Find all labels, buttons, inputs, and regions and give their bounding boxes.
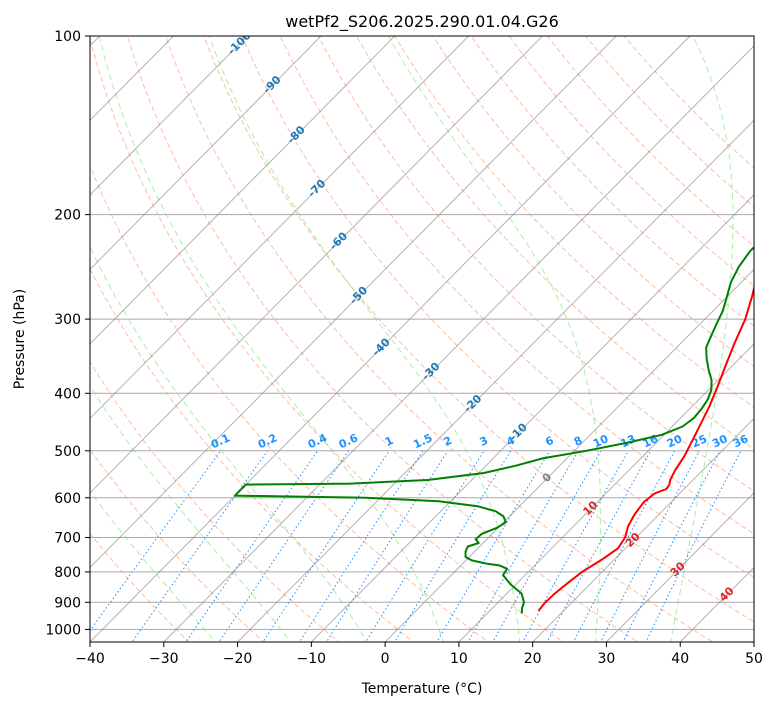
mixing-ratio-label: 1 [383, 434, 395, 449]
moist-adiabat [388, 36, 602, 642]
isotherm-label: 0 [540, 470, 555, 485]
y-tick-label: 700 [54, 531, 81, 547]
dry-adiabat [90, 267, 415, 642]
mixing-ratio-line [546, 450, 652, 642]
sounding-profiles [233, 245, 754, 614]
mixing-ratio-line [645, 450, 742, 642]
dry-adiabat [470, 36, 754, 327]
mixing-ratio-label: 10 [591, 432, 611, 450]
isotherm-label: -90 [260, 73, 283, 96]
dry-adiabat [356, 36, 754, 450]
dry-adiabat [90, 361, 340, 642]
mixing-ratio-line [436, 450, 551, 642]
dry-adiabat [126, 36, 639, 642]
isotherm-line [606, 492, 754, 642]
y-axis-label: Pressure (hPa) [12, 289, 28, 389]
mixing-ratio-label: 0.6 [337, 431, 360, 451]
isotherm-line [90, 36, 322, 271]
x-tick-label: −40 [75, 651, 105, 667]
x-tick-label: −20 [223, 651, 253, 667]
dry-adiabat [317, 36, 754, 492]
isotherm-line [679, 566, 754, 642]
y-tick-label: 800 [54, 565, 81, 581]
mixing-ratio-label: 20 [665, 432, 685, 450]
x-axis-label: Temperature (°C) [361, 681, 483, 697]
y-tick-label: 300 [54, 312, 81, 328]
isotherm-line [532, 417, 754, 642]
isotherm-line [90, 36, 469, 420]
x-tick-label: −30 [149, 651, 179, 667]
mixing-ratio-line [218, 450, 350, 642]
x-tick-label: −10 [297, 651, 327, 667]
mixing-ratio-line [185, 450, 319, 642]
isotherm-line [90, 36, 543, 494]
mixing-ratio-line [467, 450, 579, 642]
isotherm-line [237, 119, 754, 642]
isotherm-line [90, 36, 248, 196]
x-tick-label: 50 [745, 651, 763, 667]
x-tick-label: 10 [450, 651, 468, 667]
isotherm-line [90, 36, 396, 345]
mixing-ratio-label: 0.1 [209, 431, 232, 451]
y-tick-label: 100 [54, 29, 81, 45]
isotherm-line [310, 194, 754, 642]
mixing-ratio-line [622, 450, 721, 642]
dewpoint-profile-line [233, 245, 754, 614]
mixing-ratio-label: 36 [731, 432, 751, 450]
dry-adiabat [90, 532, 190, 642]
dry-adiabat [90, 164, 490, 642]
dry-adiabat [90, 448, 265, 642]
isotherm-line [163, 45, 754, 642]
moist-adiabat [90, 385, 292, 642]
moist-adiabat [90, 245, 368, 642]
x-tick-label: 20 [524, 651, 542, 667]
mixing-ratio-label: 13 [619, 432, 638, 450]
x-tick-label: 40 [671, 651, 689, 667]
mixing-ratio-label: 0.2 [256, 431, 279, 451]
isotherm-line [384, 268, 754, 642]
axes: −40 −30 −20 −10 0 10 20 30 40 5010020030040050060… [45, 29, 763, 667]
isotherm-line [458, 343, 754, 642]
moist-adiabat [98, 36, 444, 642]
mixing-ratio-label: 0.4 [306, 431, 329, 451]
isotherm-line [753, 641, 754, 642]
dry-adiabat [203, 36, 754, 623]
isotherm-line [90, 36, 617, 569]
dry-adiabat [241, 36, 754, 579]
reference-lines [90, 36, 754, 642]
y-tick-label: 500 [54, 444, 81, 460]
reference-line-labels: -100-90-80-70-60-50-40-30-20-10010203040… [209, 36, 751, 604]
y-tick-label: 200 [54, 208, 81, 224]
y-tick-label: 1000 [45, 622, 81, 638]
dry-adiabat [508, 36, 754, 287]
x-tick-label: 0 [381, 651, 390, 667]
dry-adiabat [90, 36, 564, 642]
mixing-ratio-label: 8 [572, 434, 584, 449]
dry-adiabat [546, 36, 754, 247]
isotherm-line [90, 36, 691, 642]
mixing-ratio-label: 1.5 [411, 431, 434, 451]
mixing-ratio-label: 6 [543, 434, 556, 449]
mixing-ratio-label: 2 [441, 434, 453, 449]
temperature-profile-line [537, 284, 754, 612]
mixing-ratio-label: 30 [710, 432, 730, 450]
dry-adiabat [623, 36, 754, 169]
y-tick-label: 600 [54, 491, 81, 507]
y-tick-label: 900 [54, 595, 81, 611]
plot-frame [89, 35, 755, 643]
dry-adiabat [165, 36, 714, 642]
dry-adiabat [432, 36, 754, 368]
dry-adiabat [585, 36, 754, 208]
y-tick-label: 400 [54, 386, 81, 402]
chart-title: wetPf2_S206.2025.290.01.04.G26 [285, 12, 559, 32]
x-tick-label: 30 [598, 651, 616, 667]
mixing-ratio-label: 3 [478, 434, 490, 449]
